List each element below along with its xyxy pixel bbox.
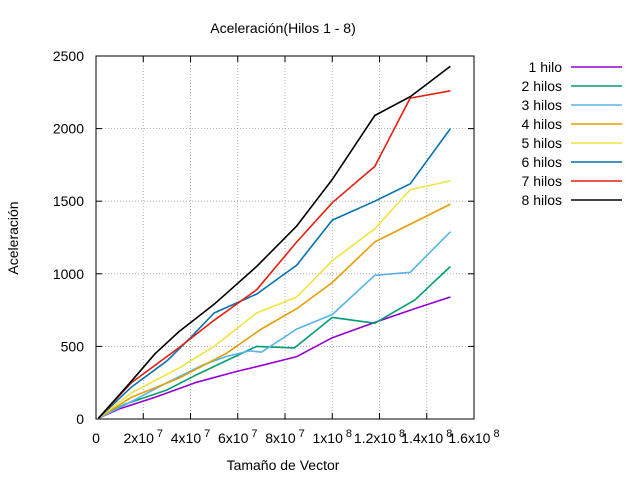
x-tick-label-base: 1.4x10 (401, 430, 443, 446)
legend-label: 6 hilos (522, 154, 562, 170)
series-line-1 (98, 296, 451, 420)
series-line-5 (97, 180, 451, 419)
y-tick-label: 1500 (53, 193, 84, 209)
x-tick-label-base: 0 (92, 430, 100, 446)
legend-label: 7 hilos (522, 173, 562, 189)
x-tick-label: 0 (92, 430, 100, 446)
legend-label: 4 hilos (522, 116, 562, 132)
x-tick-label-exponent: 8 (493, 428, 499, 440)
x-tick-label-exponent: 8 (399, 428, 405, 440)
x-tick-label-exponent: 8 (346, 428, 352, 440)
series-line-7 (97, 90, 451, 419)
x-tick-label: 1x10 8 (313, 428, 352, 446)
y-axis-label: Aceleración (5, 201, 21, 274)
series-line-3 (98, 231, 451, 420)
x-tick-label: 8x10 7 (265, 428, 304, 446)
grid (96, 56, 474, 419)
x-tick-label: 2x10 7 (124, 428, 163, 446)
x-tick-label-base: 1x10 (313, 430, 344, 446)
chart-title: Aceleración(Hilos 1 - 8) (210, 20, 356, 36)
x-tick-label-base: 6x10 (218, 430, 249, 446)
series-line-2 (98, 265, 451, 420)
x-tick-label: 1.6x10 8 (448, 428, 499, 446)
x-tick-label-base: 1.2x10 (354, 430, 396, 446)
y-tick-label: 500 (61, 338, 85, 354)
legend-label: 8 hilos (522, 192, 562, 208)
x-tick-label-exponent: 7 (157, 428, 163, 440)
x-tick-label-exponent: 7 (299, 428, 305, 440)
x-axis-label: Tamaño de Vector (227, 457, 340, 473)
series-line-6 (97, 128, 452, 419)
x-tick-label: 6x10 7 (218, 428, 257, 446)
y-tick-label: 0 (76, 411, 84, 427)
legend-label: 3 hilos (522, 97, 562, 113)
legend-label: 5 hilos (522, 135, 562, 151)
x-tick-label-exponent: 7 (204, 428, 210, 440)
series-lines (97, 65, 452, 420)
y-tick-label: 2500 (53, 48, 84, 64)
x-tick-label-exponent: 8 (446, 428, 452, 440)
x-tick-label-base: 1.6x10 (448, 430, 490, 446)
series-line-8 (97, 65, 451, 419)
y-tick-label: 1000 (53, 266, 84, 282)
legend-label: 1 hilo (529, 59, 563, 75)
legend-label: 2 hilos (522, 78, 562, 94)
x-tick-label-base: 2x10 (124, 430, 155, 446)
series-line-4 (97, 203, 451, 419)
x-tick-label: 1.2x10 8 (354, 428, 405, 446)
x-tick-label: 1.4x10 8 (401, 428, 452, 446)
x-tick-label-exponent: 7 (251, 428, 257, 440)
y-tick-label: 2000 (53, 121, 84, 137)
legend: 1 hilo 2 hilos 3 hilos 4 hilos 5 hilos 6 hilo… (522, 59, 622, 208)
x-tick-label-base: 8x10 (265, 430, 296, 446)
x-tick-label: 4x10 7 (171, 428, 210, 446)
x-tick-label-base: 4x10 (171, 430, 202, 446)
